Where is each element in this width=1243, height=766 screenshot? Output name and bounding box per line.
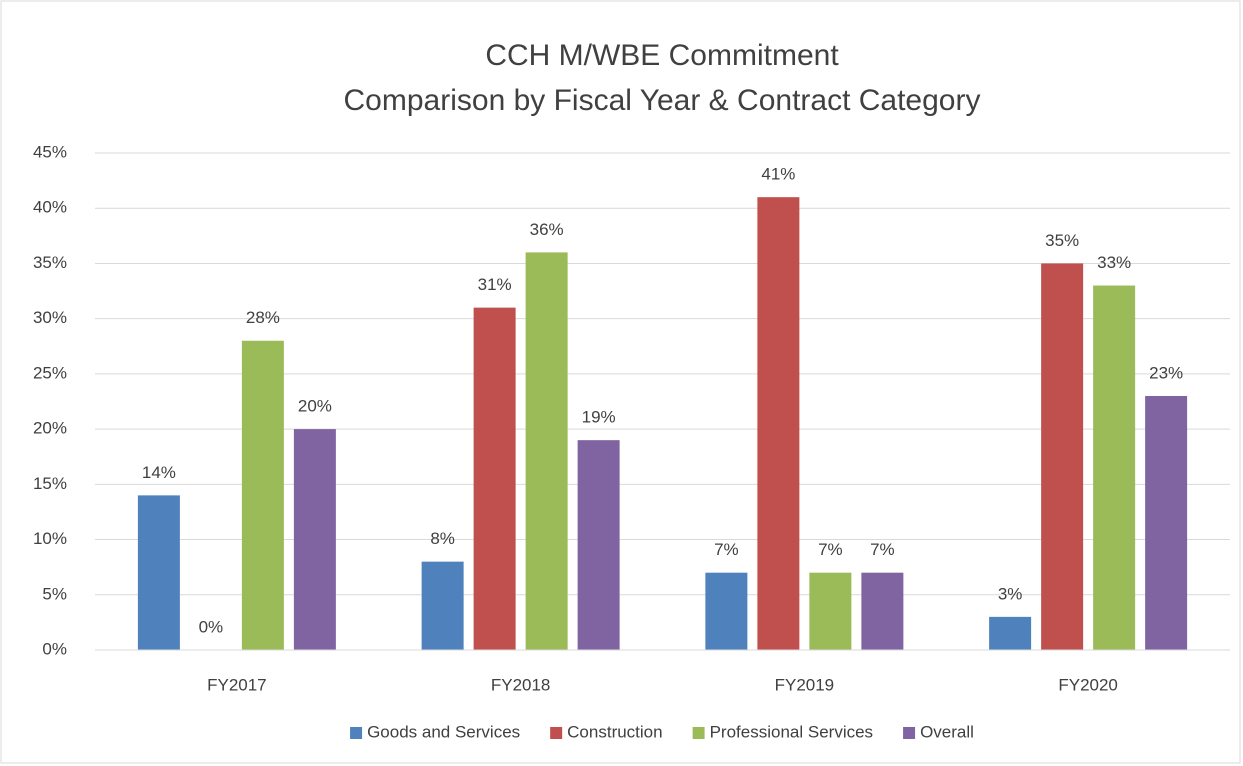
- y-tick-label: 35%: [33, 253, 67, 272]
- bar: [1041, 263, 1084, 650]
- x-tick-label: FY2017: [207, 675, 267, 694]
- y-tick-label: 10%: [33, 529, 67, 548]
- legend-label: Goods and Services: [367, 722, 520, 741]
- y-tick-label: 30%: [33, 308, 67, 327]
- bar: [241, 340, 284, 650]
- bar: [525, 252, 568, 650]
- y-tick-label: 45%: [33, 142, 67, 161]
- y-tick-label: 0%: [42, 639, 67, 658]
- x-tick-label: FY2020: [1058, 675, 1118, 694]
- bar: [1093, 285, 1136, 650]
- bar: [137, 495, 180, 650]
- legend-swatch: [350, 727, 363, 739]
- data-label: 20%: [298, 397, 332, 416]
- legend-label: Overall: [920, 722, 974, 741]
- y-tick-label: 20%: [33, 419, 67, 438]
- bar: [989, 616, 1032, 650]
- bar: [1145, 395, 1188, 650]
- data-label: 14%: [142, 463, 176, 482]
- data-label: 7%: [714, 540, 739, 559]
- bar: [421, 561, 464, 650]
- x-tick-label: FY2019: [775, 675, 835, 694]
- legend-swatch: [550, 727, 563, 739]
- bar: [705, 572, 748, 650]
- data-label: 35%: [1045, 231, 1079, 250]
- data-label: 7%: [870, 540, 895, 559]
- data-label: 7%: [818, 540, 843, 559]
- data-label: 36%: [530, 220, 564, 239]
- chart-subtitle: Comparison by Fiscal Year & Contract Cat…: [344, 84, 981, 117]
- y-tick-label: 5%: [42, 584, 67, 603]
- legend-label: Construction: [567, 722, 662, 741]
- data-label: 28%: [246, 308, 280, 327]
- data-label: 41%: [761, 165, 795, 184]
- data-label: 8%: [430, 529, 455, 548]
- data-label: 3%: [998, 584, 1023, 603]
- bar: [473, 307, 516, 650]
- data-label: 0%: [199, 617, 224, 636]
- legend-swatch: [692, 727, 705, 739]
- bar: [861, 572, 904, 650]
- chart-title: CCH M/WBE Commitment: [485, 39, 839, 72]
- legend-swatch: [903, 727, 916, 739]
- legend-label: Professional Services: [710, 722, 873, 741]
- data-label: 33%: [1097, 253, 1131, 272]
- x-tick-label: FY2018: [491, 675, 551, 694]
- y-tick-label: 15%: [33, 474, 67, 493]
- data-label: 31%: [478, 275, 512, 294]
- data-label: 19%: [582, 408, 616, 427]
- y-tick-label: 40%: [33, 198, 67, 217]
- y-tick-label: 25%: [33, 363, 67, 382]
- bar: [577, 440, 620, 650]
- bar: [809, 572, 852, 650]
- bar: [757, 197, 800, 650]
- data-label: 23%: [1149, 363, 1183, 382]
- bar: [293, 429, 336, 650]
